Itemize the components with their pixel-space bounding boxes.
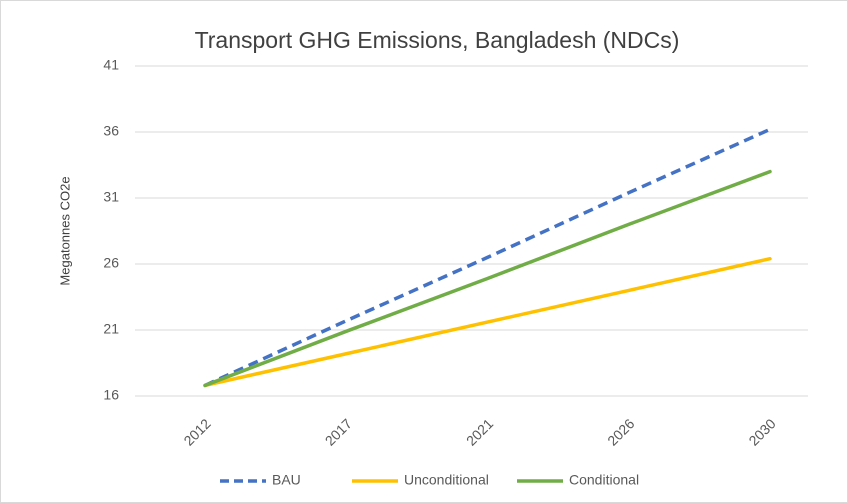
chart-title: Transport GHG Emissions, Bangladesh (NDC… — [195, 27, 680, 53]
y-tick-label: 31 — [103, 189, 119, 205]
series-line — [203, 169, 772, 388]
y-tick-label: 16 — [103, 387, 119, 403]
series-line — [203, 256, 772, 388]
legend-label: Conditional — [569, 472, 639, 488]
legend-label: Unconditional — [404, 472, 489, 488]
legend-label: BAU — [272, 472, 301, 488]
y-tick-label: 41 — [103, 57, 119, 73]
y-axis-label: Megatonnes CO2e — [57, 176, 72, 285]
series-line — [204, 127, 771, 388]
y-tick-label: 21 — [103, 321, 119, 337]
y-tick-label: 26 — [103, 255, 119, 271]
y-tick-label: 36 — [103, 123, 119, 139]
